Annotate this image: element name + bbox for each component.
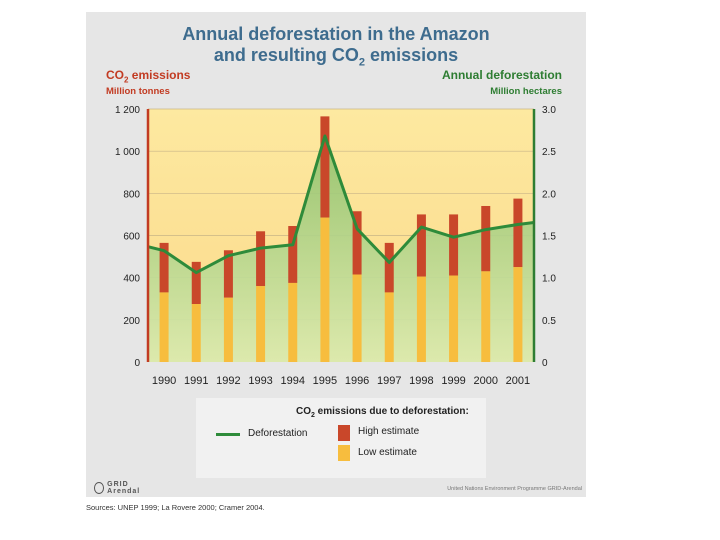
bar-high-1993 — [256, 231, 266, 287]
unep-logo-icon — [94, 482, 105, 494]
right-axis-ticks: 0 0.5 1.0 1.5 2.0 2.5 3.0 — [542, 105, 556, 369]
chart-title-line1: Annual deforestation in the Amazon — [182, 24, 490, 44]
footer-credit: United Nations Environment Programme GRI… — [447, 486, 582, 492]
bar-low-1999 — [449, 275, 459, 362]
x-tick-label: 1993 — [248, 375, 272, 387]
bar-low-1998 — [416, 276, 426, 362]
left-axis-title: CO2 emissions — [106, 68, 191, 85]
x-tick-label: 1994 — [281, 375, 305, 387]
right-tick-label: 1.0 — [542, 274, 556, 285]
bar-high-1999 — [449, 214, 459, 276]
left-tick-label: 0 — [134, 358, 140, 369]
bar-low-2001 — [513, 267, 523, 362]
bar-low-1997 — [384, 292, 394, 362]
right-tick-label: 0 — [542, 358, 548, 369]
left-axis-unit: Million tonnes — [106, 86, 170, 97]
x-tick-label: 1995 — [313, 375, 337, 387]
bar-low-1992 — [223, 297, 233, 362]
bar-low-1990 — [159, 292, 169, 362]
x-tick-label: 1992 — [216, 375, 240, 387]
left-tick-label: 400 — [123, 274, 140, 285]
bar-high-1997 — [384, 242, 394, 293]
left-tick-label: 1 200 — [115, 105, 140, 116]
bar-high-2001 — [513, 198, 523, 268]
x-axis-ticks: 1990 1991 1992 1993 1994 1995 1996 1997 1998 1999… — [152, 375, 530, 387]
legend-deforestation-label: Deforestation — [248, 428, 308, 439]
x-tick-label: 1991 — [184, 375, 208, 387]
x-tick-label: 1996 — [345, 375, 369, 387]
x-tick-label: 1998 — [409, 375, 433, 387]
bar-high-1991 — [191, 261, 201, 305]
left-tick-label: 1 000 — [115, 147, 140, 158]
legend-high-label: High estimate — [358, 426, 420, 437]
right-axis-title: Annual deforestation — [441, 68, 562, 82]
bar-low-1995 — [320, 217, 330, 362]
bar-low-1993 — [256, 286, 266, 362]
right-tick-label: 2.0 — [542, 189, 556, 200]
left-tick-label: 600 — [123, 232, 140, 243]
x-tick-label: 1997 — [377, 375, 401, 387]
bars — [159, 116, 523, 362]
legend-title: CO2 emissions due to deforestation: — [296, 406, 469, 419]
left-axis-ticks: 0 200 400 600 800 1 000 1 200 — [115, 105, 140, 369]
figure-panel: Annual deforestation in the Amazon and r… — [86, 12, 586, 497]
bar-high-1990 — [159, 242, 169, 293]
bar-high-1995 — [320, 116, 330, 218]
unep-grid-logo: GRID Arendal — [94, 481, 154, 495]
bar-high-1996 — [352, 211, 362, 275]
bar-high-2000 — [481, 205, 491, 272]
x-tick-label: 2000 — [474, 375, 498, 387]
chart-area: 0 200 400 600 800 1 000 1 200 0 0.5 1.0 1.5 2.0 2.5… — [115, 105, 556, 387]
right-tick-label: 0.5 — [542, 316, 556, 327]
x-tick-label: 2001 — [506, 375, 530, 387]
deforestation-line — [147, 134, 535, 275]
legend-high-swatch — [338, 425, 350, 441]
left-tick-label: 200 — [123, 316, 140, 327]
right-tick-label: 2.5 — [542, 147, 556, 158]
sources-note: Sources: UNEP 1999; La Rovere 2000; Cram… — [86, 503, 265, 512]
deforestation-area — [148, 136, 534, 362]
legend-deforestation-line — [216, 433, 240, 436]
right-tick-label: 3.0 — [542, 105, 556, 116]
legend-low-swatch — [338, 445, 350, 461]
bar-high-1998 — [416, 214, 426, 277]
x-tick-label: 1990 — [152, 375, 176, 387]
right-axis-unit: Million hectares — [490, 86, 562, 97]
legend: CO2 emissions due to deforestation: Defo… — [196, 398, 486, 478]
grid-logo-text: GRID Arendal — [107, 481, 141, 495]
left-tick-label: 800 — [123, 189, 140, 200]
bar-low-2000 — [481, 271, 491, 362]
bar-low-1994 — [288, 282, 298, 362]
bar-low-1991 — [191, 304, 201, 362]
legend-low-label: Low estimate — [358, 447, 417, 458]
x-tick-label: 1999 — [441, 375, 465, 387]
chart-title-line2: and resulting CO2 emissions — [213, 45, 459, 69]
bar-high-1994 — [288, 226, 298, 283]
bar-high-1992 — [223, 250, 233, 298]
right-tick-label: 1.5 — [542, 232, 556, 243]
bar-low-1996 — [352, 274, 362, 362]
